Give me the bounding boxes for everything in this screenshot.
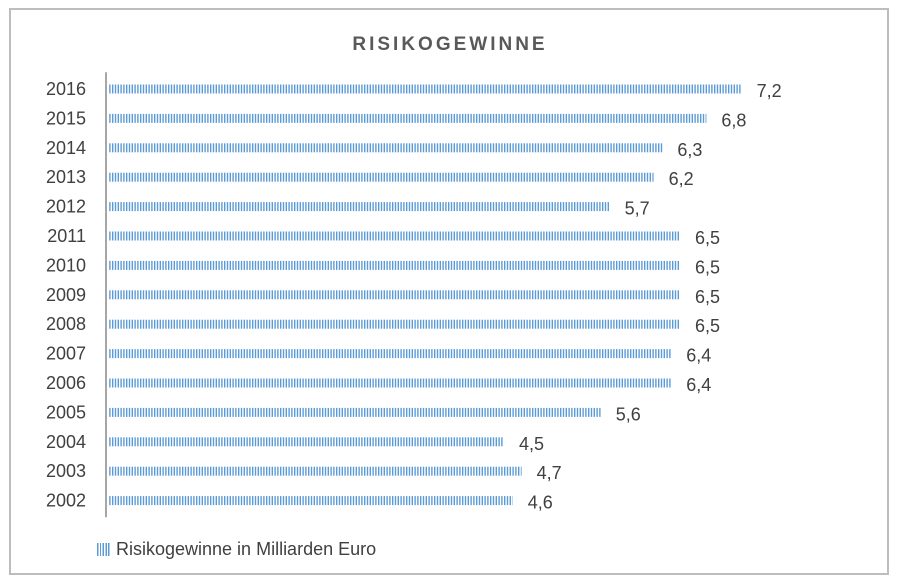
category-label-2003: 2003 (46, 461, 86, 481)
category-label-2002: 2002 (46, 491, 86, 511)
value-label-2009: 6,5 (695, 287, 720, 307)
value-label-2002: 4,6 (528, 493, 553, 513)
value-label-2005: 5,6 (616, 404, 641, 424)
bar-2008 (108, 319, 680, 329)
value-label-2011: 6,5 (695, 228, 720, 248)
bar-2015 (108, 113, 707, 123)
category-label-2009: 2009 (46, 285, 86, 305)
category-label-2010: 2010 (46, 255, 86, 275)
category-label-2004: 2004 (46, 432, 86, 452)
value-label-2016: 7,2 (757, 81, 782, 101)
value-label-2015: 6,8 (721, 110, 746, 130)
value-label-2004: 4,5 (519, 434, 544, 454)
value-label-2008: 6,5 (695, 316, 720, 336)
bar-2007 (108, 349, 672, 359)
legend: Risikogewinne in Milliarden Euro (97, 538, 376, 560)
bar-2009 (108, 290, 680, 300)
legend-label: Risikogewinne in Milliarden Euro (116, 538, 377, 559)
bar-2004 (108, 437, 504, 447)
value-label-2012: 5,7 (625, 199, 650, 219)
legend-swatch (97, 542, 110, 556)
category-label-2016: 2016 (46, 79, 86, 99)
bar-2003 (108, 466, 522, 476)
category-label-2014: 2014 (46, 138, 86, 158)
category-label-2005: 2005 (46, 402, 86, 422)
value-label-2013: 6,2 (669, 169, 694, 189)
bar-2010 (108, 260, 680, 270)
value-label-2003: 4,7 (537, 463, 562, 483)
bar-2012 (108, 202, 610, 212)
value-label-2007: 6,4 (686, 346, 711, 366)
bar-2013 (108, 172, 654, 182)
chart-title: RISIKOGEWINNE (352, 34, 548, 55)
value-label-2006: 6,4 (686, 375, 711, 395)
category-label-2012: 2012 (46, 197, 86, 217)
category-label-2007: 2007 (46, 344, 86, 364)
bar-2016 (108, 84, 742, 94)
category-label-2006: 2006 (46, 373, 86, 393)
category-label-2013: 2013 (46, 167, 86, 187)
category-label-2015: 2015 (46, 108, 86, 128)
bar-2014 (108, 143, 663, 153)
bar-2006 (108, 378, 672, 388)
category-label-2011: 2011 (47, 226, 86, 246)
bar-2002 (108, 496, 513, 506)
value-label-2014: 6,3 (677, 140, 702, 160)
category-label-2008: 2008 (46, 314, 86, 334)
bar-2011 (108, 231, 680, 241)
value-label-2010: 6,5 (695, 257, 720, 277)
bar-2005 (108, 407, 601, 417)
